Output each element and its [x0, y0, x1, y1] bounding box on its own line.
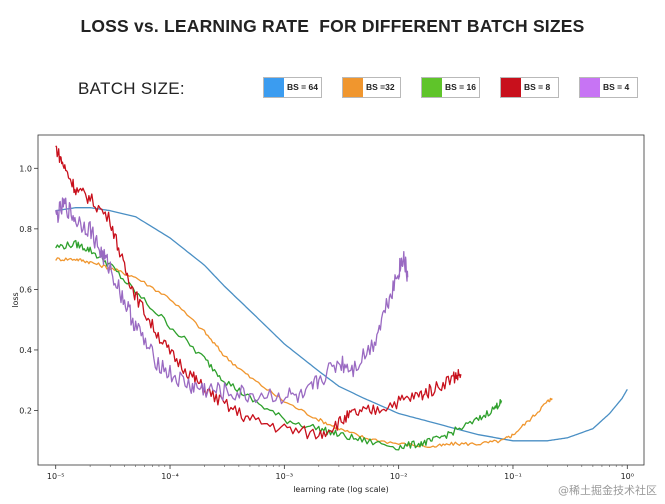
legend-label: BS = 8 — [524, 82, 551, 92]
legend-swatch — [422, 78, 442, 97]
legend-item-bs64: BS = 64 — [263, 77, 322, 98]
x-axis-label: learning rate (log scale) — [293, 485, 389, 494]
series-line-bs-64 — [55, 207, 628, 442]
series-line-bs-8 — [55, 145, 462, 440]
legend-swatch — [580, 78, 600, 97]
legend-item-bs8: BS = 8 — [500, 77, 559, 98]
y-tick-label: 0.6 — [19, 285, 32, 294]
x-tick-label: 10⁻² — [390, 472, 408, 481]
y-tick-label: 0.2 — [19, 407, 32, 416]
legend-label: BS = 4 — [603, 82, 630, 92]
x-tick-label: 10⁰ — [621, 472, 634, 481]
series-line-bs-16 — [55, 239, 503, 451]
legend-item-bs32: BS =32 — [342, 77, 401, 98]
legend-swatch — [501, 78, 521, 97]
legend-label: BS =32 — [366, 82, 395, 92]
watermark: @稀土掘金技术社区 — [558, 484, 657, 497]
y-axis-label: loss — [11, 292, 20, 307]
legend-swatch — [343, 78, 363, 97]
series-line-bs-32 — [55, 257, 553, 448]
y-tick-label: 0.8 — [19, 225, 32, 234]
legend-swatch — [264, 78, 284, 97]
plot-frame — [37, 134, 645, 466]
batch-size-label: BATCH SIZE: — [78, 79, 185, 98]
x-tick-label: 10⁻¹ — [504, 472, 522, 481]
series-line-bs-4 — [55, 197, 409, 405]
y-tick-label: 1.0 — [19, 164, 32, 173]
y-tick-label: 0.4 — [19, 346, 32, 355]
x-tick-label: 10⁻⁵ — [47, 472, 65, 481]
x-tick-label: 10⁻³ — [276, 472, 294, 481]
legend-item-bs16: BS = 16 — [421, 77, 480, 98]
legend-label: BS = 64 — [287, 82, 318, 92]
page-title: LOSS vs. LEARNING RATE FOR DIFFERENT BAT… — [80, 16, 585, 36]
legend-label: BS = 16 — [445, 82, 476, 92]
x-tick-label: 10⁻⁴ — [161, 472, 179, 481]
legend-item-bs4: BS = 4 — [579, 77, 638, 98]
